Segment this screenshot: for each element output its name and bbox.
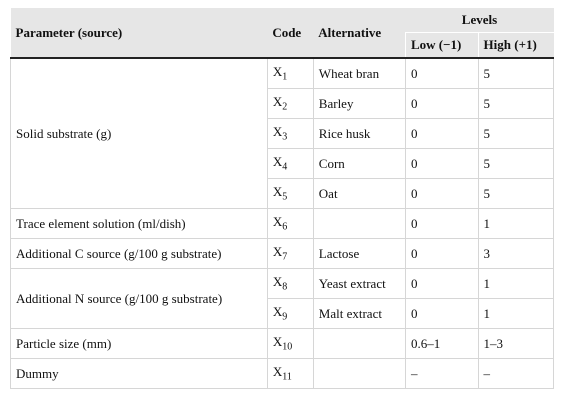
code-subscript: 6 (282, 221, 288, 233)
alternative-cell (312, 208, 406, 239)
code-base: X (272, 64, 283, 80)
low-level-cell: 0 (404, 88, 479, 119)
high-level-cell: 1 (477, 298, 555, 329)
code-cell: X1 (266, 57, 314, 89)
header-alternative: Alternative (313, 8, 406, 59)
code-base: X (272, 184, 283, 200)
table-row: X4 Corn 0 5 (11, 148, 555, 179)
parameter-cell: Particle size (mm) (10, 328, 268, 359)
high-level-cell: 5 (477, 88, 555, 119)
low-level-cell: 0 (404, 238, 479, 269)
alternative-cell: Malt extract (312, 298, 406, 329)
alternative-cell: Rice husk (312, 118, 406, 149)
alternative-cell: Barley (312, 88, 406, 119)
code-subscript: 2 (282, 101, 288, 113)
code-cell: X9 (266, 298, 314, 329)
table-row: X2 Barley 0 5 (11, 88, 555, 119)
alternative-cell: Yeast extract (312, 268, 406, 299)
parameter-cell: Solid substrate (g) (10, 57, 268, 209)
header-levels: Levels (405, 8, 554, 33)
low-level-cell: 0.6–1 (404, 328, 479, 359)
table-row: Additional N source (g/100 g substrate) X… (10, 268, 555, 329)
code-cell: X3 (266, 118, 314, 149)
table-row: Additional C source (g/100 g substrate) X… (10, 238, 555, 269)
low-level-cell: 0 (404, 298, 479, 329)
code-base: X (272, 124, 283, 140)
high-level-cell: 1–3 (477, 328, 555, 359)
code-base: X (272, 274, 283, 290)
table-row: Particle size (mm) X10 0.6–1 1–3 (10, 328, 555, 359)
table-row: X3 Rice husk 0 5 (11, 118, 555, 149)
code-base: X (272, 304, 283, 320)
low-level-cell: 0 (404, 118, 479, 149)
parameter-table: Parameter (source) Code Alternative Leve… (10, 8, 555, 389)
table-row: X5 Oat 0 5 (11, 178, 555, 209)
code-cell: X7 (266, 238, 314, 269)
code-subscript: 3 (282, 131, 288, 143)
header-high: High (+1) (477, 32, 554, 59)
high-level-cell: 3 (477, 238, 555, 269)
high-level-cell: 1 (477, 268, 555, 299)
code-base: X (272, 94, 283, 110)
parameter-cell: Dummy (10, 358, 268, 389)
code-subscript: 5 (282, 191, 288, 203)
code-subscript: 9 (282, 311, 288, 323)
header-low: Low (−1) (404, 32, 479, 59)
table-row: Dummy X11 – – (10, 358, 555, 389)
code-base: X (272, 244, 283, 260)
low-level-cell: 0 (404, 148, 479, 179)
code-cell: X2 (266, 88, 314, 119)
table-row: Solid substrate (g) X1 Wheat bran 0 5 (10, 57, 555, 209)
alternative-cell: Corn (312, 148, 406, 179)
code-cell: X6 (266, 208, 314, 239)
low-level-cell: 0 (404, 178, 479, 209)
alternative-cell: Oat (312, 178, 406, 209)
code-base: X (272, 334, 283, 350)
high-level-cell: 5 (477, 178, 555, 209)
alternative-cell (312, 358, 406, 389)
high-level-cell: 1 (477, 208, 555, 239)
table-row: X9 Malt extract 0 1 (11, 298, 555, 329)
parameter-cell: Trace element solution (ml/dish) (10, 208, 268, 239)
low-level-cell: – (404, 358, 479, 389)
alternative-cell (312, 328, 406, 359)
low-level-cell: 0 (404, 208, 479, 239)
code-cell: X8 (266, 268, 314, 299)
code-subscript: 10 (282, 341, 293, 353)
code-cell: X5 (266, 178, 314, 209)
high-level-cell: – (477, 358, 555, 389)
code-subscript: 1 (282, 71, 288, 83)
alternative-cell: Wheat bran (312, 57, 406, 89)
high-level-cell: 5 (477, 148, 555, 179)
code-base: X (272, 214, 283, 230)
alternative-cell: Lactose (312, 238, 406, 269)
table-body: Solid substrate (g) X1 Wheat bran 0 5 X2 Barle… (10, 57, 555, 389)
code-cell: X11 (266, 358, 314, 389)
code-subscript: 4 (282, 161, 288, 173)
code-cell: X10 (266, 328, 314, 359)
header-parameter: Parameter (source) (10, 8, 268, 59)
low-level-cell: 0 (404, 268, 479, 299)
low-level-cell: 0 (404, 57, 479, 89)
table-row: Trace element solution (ml/dish) X6 0 1 (10, 208, 555, 239)
code-base: X (272, 364, 283, 380)
high-level-cell: 5 (477, 118, 555, 149)
code-base: X (272, 154, 283, 170)
code-subscript: 8 (282, 281, 288, 293)
header-code: Code (267, 8, 314, 59)
code-subscript: 11 (282, 371, 292, 383)
parameter-cell: Additional C source (g/100 g substrate) (10, 238, 268, 269)
high-level-cell: 5 (477, 57, 555, 89)
code-subscript: 7 (282, 251, 288, 263)
code-cell: X4 (266, 148, 314, 179)
parameter-cell: Additional N source (g/100 g substrate) (10, 268, 268, 329)
